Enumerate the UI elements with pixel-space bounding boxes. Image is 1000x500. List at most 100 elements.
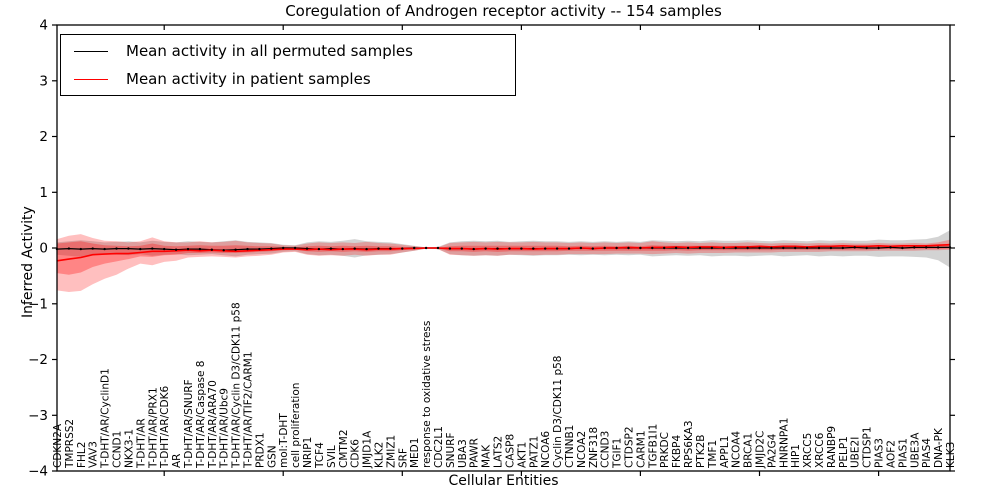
x-category-label: JMJD2C: [755, 431, 767, 469]
x-category-label: BRCA1: [743, 433, 755, 468]
data-point-marker: [163, 247, 166, 251]
x-category-label: MAK: [481, 444, 493, 468]
data-point-marker: [686, 246, 690, 250]
data-point-marker: [377, 247, 380, 250]
data-point-marker: [532, 247, 535, 250]
x-category-label: CDKN2A: [52, 423, 64, 468]
data-point-marker: [817, 246, 821, 250]
data-point-marker: [329, 247, 333, 250]
x-category-label: ZNF318: [588, 427, 600, 468]
data-point-marker: [389, 247, 392, 250]
x-category-label: HNRNPA1: [778, 418, 790, 468]
x-category-label: PRKDC: [659, 432, 671, 468]
legend: Mean activity in all permuted samples Me…: [60, 34, 516, 96]
data-point-marker: [603, 246, 606, 250]
x-category-label: PA2G4: [766, 433, 778, 468]
legend-label: Mean activity in all permuted samples: [126, 42, 413, 60]
y-tick-label: −3: [28, 408, 48, 424]
x-category-label: T-DHT/AR/ARA70: [207, 380, 219, 469]
x-category-label: VAV3: [88, 441, 100, 468]
x-category-label: T-DHT/AR/TIF2/CARM1: [243, 351, 255, 469]
x-category-label: KLK2: [374, 442, 386, 468]
x-category-label: FKBP4: [671, 435, 683, 468]
x-category-label: Cyclin D3/CDK11 p58: [552, 356, 564, 468]
x-category-label: FHL2: [76, 442, 88, 468]
x-category-label: CMTM2: [338, 429, 350, 468]
y-tick-label: 0: [39, 241, 48, 257]
data-point-marker: [139, 247, 142, 251]
data-point-marker: [746, 246, 749, 250]
data-point-marker: [79, 247, 83, 251]
legend-item-permuted: Mean activity in all permuted samples: [74, 39, 515, 63]
y-tick-label: −4: [28, 464, 48, 480]
data-point-marker: [103, 247, 106, 251]
data-point-marker: [198, 247, 202, 251]
x-category-label: CTNNB1: [564, 425, 576, 468]
data-point-marker: [508, 247, 511, 250]
data-point-marker: [853, 246, 856, 249]
x-category-label: CCND3: [600, 431, 612, 468]
x-category-label: AR: [171, 454, 183, 468]
legend-label: Mean activity in patient samples: [126, 70, 371, 88]
x-category-label: RPS6KA3: [683, 420, 695, 468]
data-point-marker: [722, 246, 725, 250]
data-point-marker: [734, 246, 737, 250]
x-category-label: GSN: [266, 445, 278, 468]
data-point-marker: [520, 247, 523, 250]
data-point-marker: [698, 246, 702, 250]
y-tick-label: −2: [28, 352, 48, 368]
data-point-marker: [615, 246, 618, 250]
x-category-label: CASP8: [505, 434, 517, 468]
data-point-marker: [270, 247, 273, 250]
data-point-marker: [186, 247, 190, 251]
data-point-marker: [782, 246, 785, 250]
data-point-marker: [282, 246, 285, 250]
x-category-label: NKX3-1: [123, 429, 135, 468]
x-category-label: CCND1: [112, 431, 124, 468]
x-category-label: UBA3: [457, 439, 469, 468]
data-point-marker: [436, 246, 440, 250]
x-category-label: CDK6: [350, 439, 362, 468]
x-category-label: TCF4: [314, 442, 326, 469]
x-category-label: CTDSP2: [624, 426, 636, 468]
x-category-label: T-DHT/AR/PRX1: [147, 387, 159, 469]
x-category-label: PIAS3: [874, 438, 886, 468]
data-point-marker: [627, 246, 630, 250]
data-point-marker: [317, 247, 321, 251]
data-point-marker: [877, 246, 880, 250]
x-category-label: CDC2L1: [433, 426, 445, 468]
data-point-marker: [639, 246, 642, 250]
x-category-label: PAWR: [469, 438, 481, 468]
legend-item-patient: Mean activity in patient samples: [74, 67, 515, 91]
data-point-marker: [472, 247, 475, 251]
x-category-label: T-DHT/AR/CyclinD1: [100, 368, 112, 469]
x-category-label: UBE3A: [909, 432, 921, 468]
x-category-label: NRIP1: [302, 437, 314, 468]
data-point-marker: [936, 246, 940, 249]
x-category-label: PELP1: [838, 436, 850, 468]
x-category-label: SNURF: [445, 432, 457, 468]
data-point-marker: [805, 246, 809, 250]
data-point-marker: [865, 246, 868, 250]
x-category-label: T-DHT/AR/Caspase 8: [195, 361, 207, 469]
x-category-label: TMPRSS2: [64, 419, 76, 469]
x-category-label: cell proliferation: [290, 383, 302, 468]
x-category-label: PTK2B: [695, 434, 707, 468]
data-point-marker: [674, 246, 678, 250]
data-point-marker: [460, 247, 463, 250]
x-category-label: HIP1: [790, 444, 802, 468]
data-point-marker: [258, 247, 261, 251]
y-tick-label: 4: [39, 18, 48, 34]
y-tick-label: −1: [28, 296, 48, 312]
x-category-label: PRDX1: [254, 432, 266, 468]
data-point-marker: [555, 247, 559, 250]
x-category-label: TMF1: [707, 440, 719, 469]
data-point-marker: [925, 246, 928, 249]
y-tick-label: 2: [39, 129, 48, 145]
data-point-marker: [496, 247, 499, 250]
x-category-label: AKT1: [516, 442, 528, 468]
data-point-marker: [544, 247, 547, 250]
x-category-label: UBE2I: [850, 437, 862, 468]
x-category-label: PIAS4: [921, 438, 933, 468]
